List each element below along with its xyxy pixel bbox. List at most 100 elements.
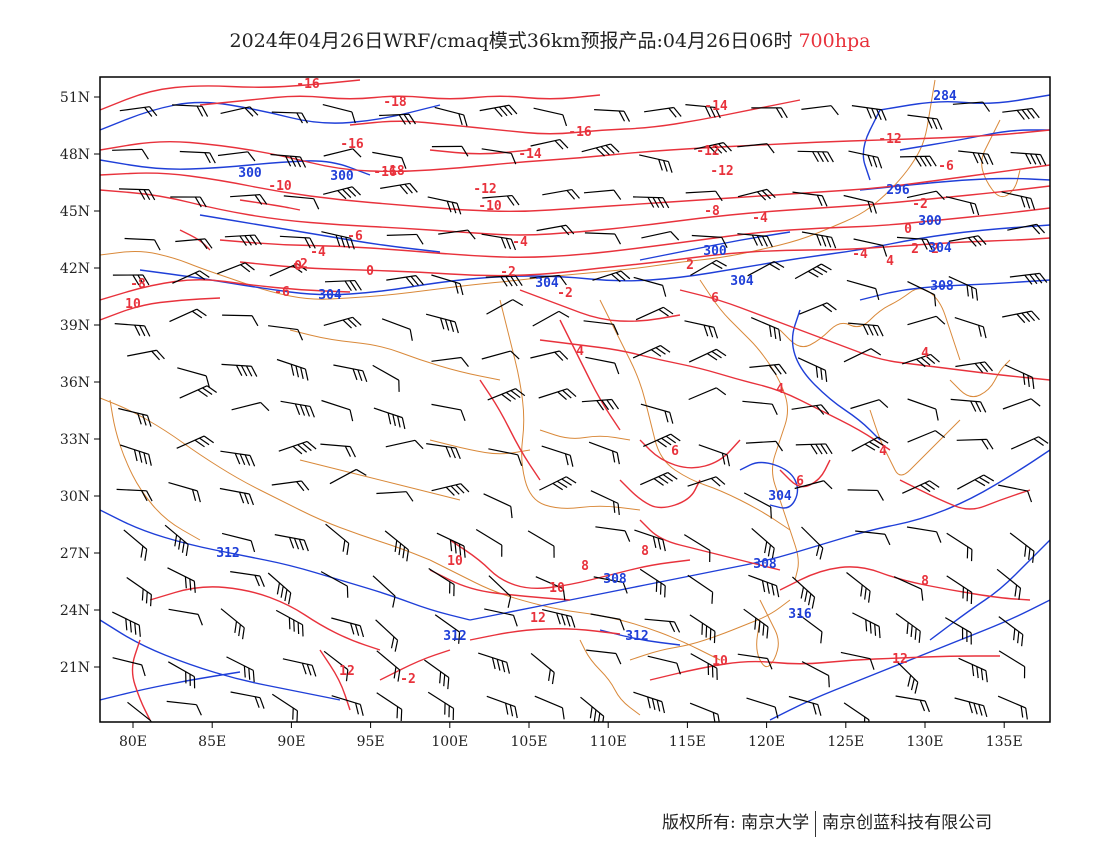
- wind-barb: [534, 695, 565, 720]
- wind-barb: [438, 229, 476, 240]
- lon-tick-label: 130E: [907, 734, 944, 750]
- wind-barb: [321, 399, 354, 422]
- temperature-label: -10: [478, 199, 502, 214]
- wind-barb: [541, 445, 574, 467]
- wind-barb: [998, 484, 1033, 503]
- wind-barb: [1010, 436, 1049, 450]
- wind-barb: [791, 404, 830, 415]
- wind-barb: [323, 316, 362, 329]
- wind-barb: [907, 315, 946, 326]
- height-label: 304: [318, 288, 342, 303]
- wind-barb: [168, 482, 201, 503]
- wind-barb: [538, 388, 577, 401]
- lat-tick-label: 36N: [60, 375, 90, 391]
- wind-barb: [946, 575, 973, 605]
- wind-barb: [217, 151, 256, 162]
- wind-barb: [386, 233, 424, 245]
- wind-barb: [801, 231, 837, 249]
- temperature-contour: [199, 94, 601, 106]
- temperature-label: -2: [500, 265, 516, 280]
- wind-barb: [797, 357, 828, 382]
- border-line: [949, 359, 1011, 398]
- wind-barb: [643, 433, 681, 448]
- wind-barb: [322, 104, 356, 124]
- temperature-label: -8: [130, 277, 146, 292]
- chart-title: 2024年04月26日WRF/cmaq模式36km预报产品:04月26日06时 7…: [0, 26, 1100, 53]
- height-contour: [100, 619, 341, 701]
- wind-barb: [581, 398, 620, 411]
- height-label: 304: [768, 489, 792, 504]
- wind-barb: [168, 661, 196, 689]
- wind-barb: [271, 693, 299, 722]
- wind-barb: [484, 608, 518, 627]
- wind-barb: [230, 571, 265, 587]
- wind-barb: [431, 356, 469, 368]
- wind-barb: [633, 276, 667, 297]
- wind-barb: [375, 619, 399, 652]
- wind-barb: [116, 488, 153, 502]
- border-line: [499, 299, 641, 511]
- wind-barb: [427, 196, 462, 215]
- wind-barb: [231, 401, 270, 412]
- wind-barb: [847, 489, 884, 501]
- temperature-contour: [379, 649, 451, 681]
- temperature-contour: [100, 129, 1050, 173]
- temperature-labels: -16-18-16-18-16-16-14-14-12-12-12-10-10-…: [125, 77, 954, 687]
- wind-barb: [529, 274, 567, 286]
- wind-barb: [270, 153, 307, 168]
- wind-barb: [690, 653, 718, 680]
- height-label: 296: [886, 183, 910, 198]
- wind-barb: [220, 106, 259, 117]
- height-contour: [639, 231, 791, 261]
- wind-barb: [691, 234, 728, 249]
- wind-barb: [1004, 364, 1035, 390]
- wind-barb: [482, 194, 520, 206]
- wind-barb: [801, 661, 830, 688]
- wind-barb: [641, 230, 680, 241]
- wind-barb: [431, 145, 469, 157]
- wind-barb: [751, 527, 775, 560]
- wind-barb: [698, 444, 731, 467]
- wind-barb: [746, 697, 779, 719]
- temperature-label: 2: [931, 242, 939, 257]
- wind-barb: [379, 113, 416, 125]
- wind-barb: [906, 526, 942, 543]
- wind-barb: [896, 236, 933, 251]
- wind-barb: [372, 364, 400, 392]
- temperature-label: -6: [938, 159, 954, 174]
- wind-barb: [595, 526, 631, 542]
- wind-barb: [799, 302, 837, 315]
- lat-tick-label: 48N: [60, 147, 90, 163]
- wind-barb: [177, 367, 210, 388]
- wind-barb: [224, 234, 262, 246]
- wind-barb: [843, 348, 882, 363]
- wind-barb: [118, 188, 156, 201]
- temperature-label: -16: [296, 77, 320, 92]
- wind-barb: [997, 695, 1028, 720]
- wind-barb: [275, 609, 304, 637]
- wind-barb: [321, 231, 355, 250]
- wind-barb: [386, 275, 424, 287]
- wind-barb: [788, 695, 822, 716]
- wind-barb: [689, 702, 721, 722]
- temperature-label: 6: [796, 474, 804, 489]
- wind-barb: [179, 385, 217, 399]
- temperature-label: -4: [310, 245, 326, 260]
- lon-tick-label: 115E: [669, 734, 706, 750]
- wind-barb: [585, 356, 620, 375]
- wind-barb: [220, 608, 245, 640]
- wind-barb: [333, 364, 368, 383]
- wind-barb: [639, 154, 673, 173]
- wind-barb: [331, 617, 365, 638]
- temperature-label: -4: [852, 247, 868, 262]
- wind-barb: [907, 114, 943, 130]
- wind-barbs: [112, 101, 1049, 722]
- wind-barb: [1002, 107, 1040, 120]
- temperature-label: -18: [383, 95, 407, 110]
- wind-barb: [690, 259, 727, 276]
- height-contours: [100, 94, 1050, 721]
- wind-barb: [222, 314, 259, 327]
- wind-barb: [164, 524, 189, 557]
- wind-barb: [112, 148, 149, 160]
- wind-barb: [899, 155, 937, 167]
